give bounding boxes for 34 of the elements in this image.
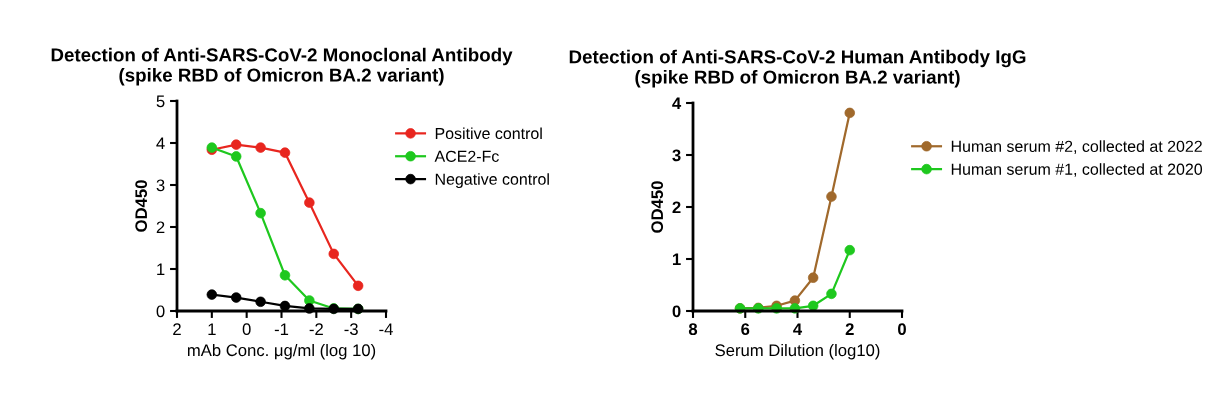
y-tick-label: 1: [157, 263, 165, 276]
legend-label: Human serum #2, collected at 2022: [951, 140, 1202, 154]
y-tick-label: 3: [156, 179, 165, 192]
x-tick-label: 4: [793, 323, 803, 335]
x-tick-label: 0: [898, 323, 906, 336]
x-tick-label: 6: [741, 323, 750, 336]
y-tick-label: 5: [156, 95, 165, 108]
y-tick-label: 4: [156, 137, 165, 150]
x-tick-label: -2: [309, 323, 323, 335]
y-tick-label: 2: [156, 221, 165, 234]
x-axis-title: mAb Conc. μg/ml (log 10): [187, 343, 376, 360]
y-tick-label: 3: [672, 149, 681, 162]
chart-title: Detection of Anti-SARS-CoV-2 Human Antibody IgG (spike RBD of Omicron BA.2 variant): [569, 49, 1026, 88]
legend-label: Negative control: [435, 173, 549, 189]
x-tick-label: -4: [379, 323, 393, 335]
x-tick-label: 0: [242, 323, 251, 336]
y-tick-label: 0: [156, 305, 165, 318]
x-tick-label: -3: [344, 323, 358, 336]
y-axis-title: OD450: [651, 181, 664, 233]
x-tick-label: 8: [688, 323, 698, 336]
x-tick-label: 2: [173, 323, 181, 335]
x-axis-title: Serum Dilution (log10): [715, 343, 880, 360]
y-tick-label: 2: [672, 201, 681, 214]
y-tick-label: 0: [672, 305, 681, 318]
y-tick-label: 4: [672, 97, 682, 110]
chart-title: Detection of Anti-SARS-CoV-2 Monoclonal Antibody (spike RBD of Omicron BA.2 variant): [51, 47, 513, 86]
legend-label: ACE2-Fc: [434, 150, 499, 162]
y-tick-label: 1: [672, 253, 681, 266]
y-axis-title: OD450: [135, 180, 148, 232]
legend-label: Human serum #1, collected at 2020: [951, 163, 1203, 177]
x-tick-label: -1: [274, 323, 289, 335]
legend-label: Positive control: [435, 127, 542, 140]
x-tick-label: 2: [845, 323, 854, 335]
x-tick-label: 1: [208, 323, 216, 335]
